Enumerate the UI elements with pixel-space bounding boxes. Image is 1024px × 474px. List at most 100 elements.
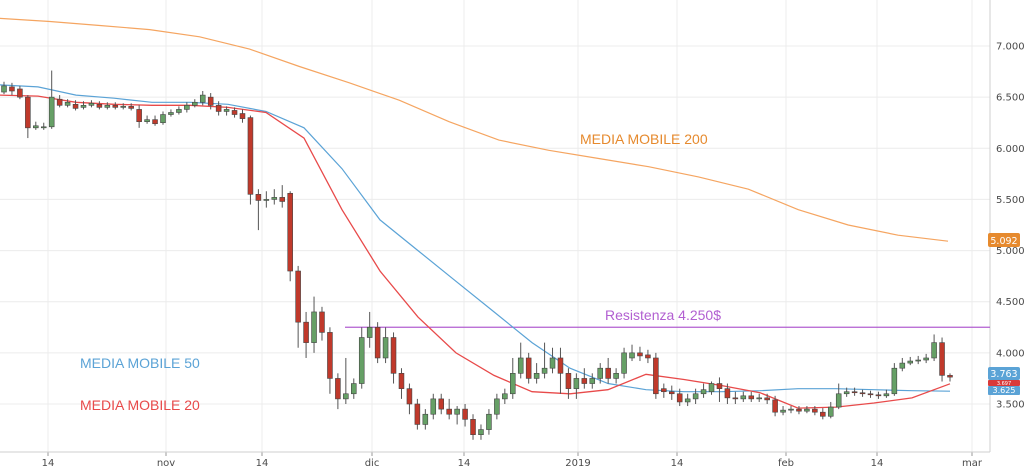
candle-body: [223, 109, 230, 112]
ma50-value: 3.625: [993, 386, 1016, 395]
candle-body: [907, 360, 914, 364]
candle: [581, 368, 588, 389]
candle: [835, 383, 842, 410]
x-tick-label: nov: [157, 458, 175, 469]
candle: [851, 387, 858, 396]
ma200-value-badge: 5.092: [988, 233, 1020, 247]
candle: [327, 327, 333, 394]
ma20-value-badge: 3.697: [988, 380, 1020, 387]
candlestick-series: [1, 70, 953, 440]
y-tick-label: 5.500: [996, 195, 1024, 206]
candle: [470, 414, 476, 440]
candle: [382, 327, 389, 364]
x-tick-label: 14: [671, 458, 684, 469]
candle: [168, 109, 174, 117]
candle: [653, 352, 659, 399]
candle: [517, 342, 524, 379]
close-value: 3.763: [990, 369, 1017, 380]
candle-body: [88, 102, 95, 106]
candle: [351, 378, 357, 399]
candle: [557, 347, 564, 394]
candle: [366, 311, 373, 348]
candle-body: [533, 373, 540, 379]
candle: [740, 391, 747, 402]
candle-body: [669, 391, 675, 395]
candle: [446, 398, 452, 420]
candle: [96, 101, 103, 110]
candle-body: [327, 332, 333, 379]
candle: [207, 93, 214, 110]
candle-body: [239, 113, 246, 119]
candle-body: [851, 391, 858, 394]
ma20-value: 3.697: [997, 381, 1011, 387]
candle: [287, 191, 293, 282]
candle-body: [176, 109, 182, 113]
candle: [144, 115, 150, 124]
candle: [88, 100, 95, 108]
ma20-line: [0, 94, 951, 409]
candle-body: [549, 357, 556, 369]
candle-body: [796, 408, 802, 412]
candle-body: [287, 192, 293, 272]
candle-body: [295, 270, 301, 323]
candle: [883, 389, 890, 398]
candle-body: [343, 393, 349, 400]
candle-body: [565, 373, 572, 389]
candle: [494, 393, 500, 420]
candle-body: [414, 403, 421, 425]
candle: [414, 398, 421, 430]
candle: [72, 100, 79, 111]
candle-body: [351, 383, 357, 395]
candle: [804, 406, 810, 414]
candle: [788, 406, 794, 414]
candle: [17, 85, 23, 100]
candle: [192, 99, 198, 108]
x-axis: 14 nov 14 dic 14 2019 14 feb 14 mar: [0, 451, 990, 469]
candle-body: [748, 395, 755, 400]
y-tick-label: 6.000: [996, 144, 1024, 155]
ma20-label: MEDIA MOBILE 20: [80, 397, 200, 413]
candle-body: [557, 357, 564, 374]
candle-body: [716, 383, 723, 389]
candle-body: [9, 86, 15, 92]
candle-body: [923, 357, 929, 361]
candle: [1, 81, 7, 95]
candle-body: [629, 352, 635, 359]
candle: [708, 381, 715, 395]
candle: [398, 368, 405, 399]
candle: [176, 106, 182, 115]
x-tick-label: 14: [256, 458, 269, 469]
candle-body: [502, 393, 508, 400]
candle: [25, 95, 31, 139]
candle-body: [820, 411, 826, 417]
x-tick-label: feb: [778, 458, 794, 469]
ma50-value-badge: 3.625: [988, 386, 1020, 395]
candle: [478, 424, 484, 440]
candle-body: [255, 194, 262, 201]
candle-body: [597, 367, 603, 379]
candle: [748, 391, 755, 402]
candle-body: [661, 388, 667, 393]
candle: [661, 383, 667, 398]
candle: [430, 393, 437, 420]
candle-body: [335, 378, 341, 400]
candle: [605, 357, 611, 384]
candle: [303, 311, 309, 358]
ma200-line: [0, 17, 949, 242]
candle-body: [152, 119, 158, 125]
candle-body: [645, 354, 651, 359]
y-tick-label: 6.500: [996, 93, 1024, 104]
x-tick-label: dic: [365, 458, 380, 469]
candle: [184, 102, 190, 113]
candle: [692, 388, 699, 404]
candle-body: [915, 359, 921, 362]
candle: [915, 355, 921, 365]
candle: [454, 406, 460, 425]
candle-body: [637, 352, 643, 357]
x-tick-label: 2019: [565, 458, 590, 469]
candle-body: [812, 408, 818, 413]
candle-body: [835, 393, 842, 408]
candle: [565, 368, 572, 399]
candle: [931, 334, 937, 362]
